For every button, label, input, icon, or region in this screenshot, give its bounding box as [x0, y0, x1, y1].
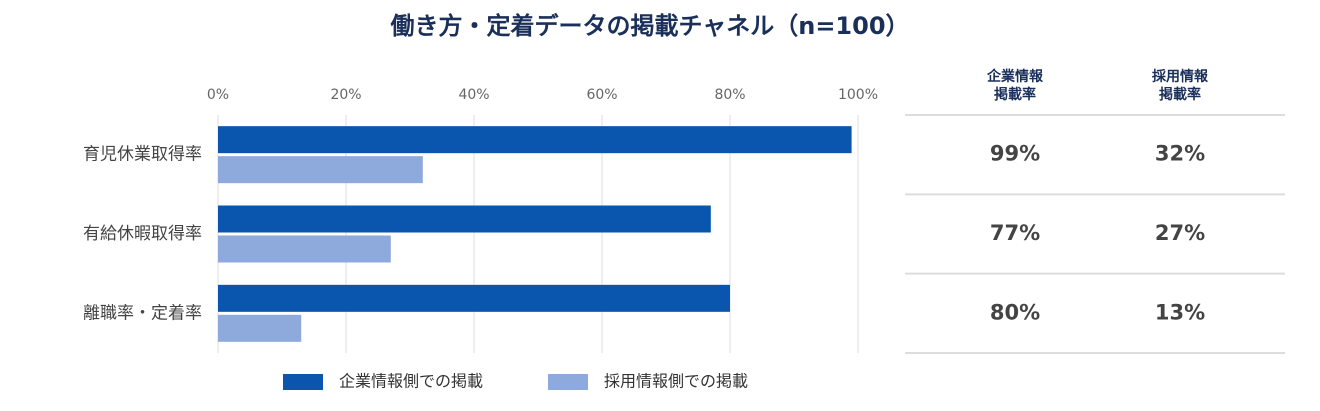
bar — [218, 156, 423, 184]
legend-swatch — [548, 374, 588, 390]
bar — [218, 205, 711, 233]
legend-label: 採用情報側での掲載 — [604, 372, 748, 391]
table-header: 掲載率 — [1159, 86, 1201, 103]
table-value: 32% — [1155, 142, 1205, 166]
x-tick-label: 0% — [207, 87, 229, 103]
bar — [218, 235, 391, 263]
table-value: 77% — [990, 221, 1040, 245]
table-header: 企業情報 — [986, 68, 1044, 85]
table-value: 13% — [1155, 300, 1205, 324]
chart-title: 働き方・定着データの掲載チャネル（n=100） — [389, 12, 909, 40]
x-tick-label: 60% — [586, 87, 617, 103]
y-tick-label: 離職率・定着率 — [83, 303, 202, 323]
y-tick-label: 有給休暇取得率 — [83, 224, 202, 244]
x-tick-label: 40% — [458, 87, 489, 103]
legend-label: 企業情報側での掲載 — [339, 372, 483, 391]
bar — [218, 284, 730, 312]
y-tick-label: 育児休業取得率 — [83, 145, 202, 165]
table-header: 採用情報 — [1152, 68, 1209, 85]
table-value: 27% — [1155, 221, 1205, 245]
bar — [218, 126, 852, 154]
table-value: 80% — [990, 300, 1040, 324]
table-value: 99% — [990, 142, 1040, 166]
x-tick-label: 80% — [714, 87, 745, 103]
table-header: 掲載率 — [994, 86, 1036, 103]
legend-swatch — [283, 374, 323, 390]
x-tick-label: 100% — [838, 87, 878, 103]
x-tick-label: 20% — [330, 87, 361, 103]
bar — [218, 314, 302, 342]
